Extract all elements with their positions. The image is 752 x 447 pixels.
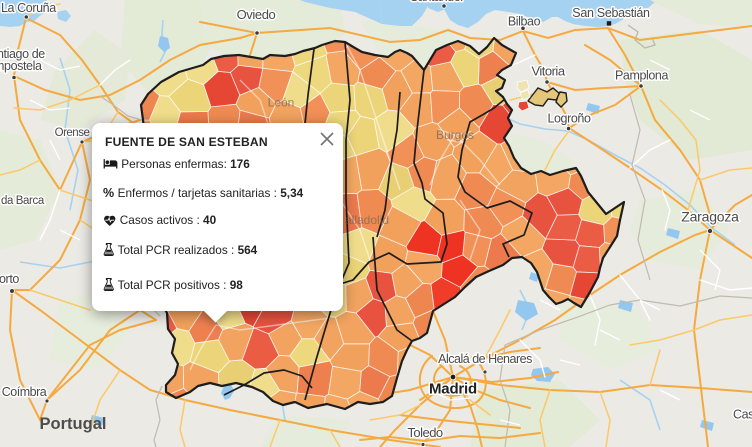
svg-text:León: León [268, 96, 295, 110]
svg-text:Toledo: Toledo [407, 425, 443, 440]
svg-text:Vitoria: Vitoria [531, 64, 565, 79]
svg-text:Santander: Santander [410, 0, 464, 4]
svg-text:Oviedo: Oviedo [237, 7, 276, 22]
svg-text:orto: orto [0, 272, 19, 286]
svg-text:Madrid: Madrid [429, 381, 477, 398]
svg-text:Bilbao: Bilbao [508, 15, 541, 29]
svg-text:Portugal: Portugal [40, 415, 107, 433]
svg-text:La Coruña: La Coruña [1, 1, 56, 15]
svg-text:Cas: Cas [733, 408, 752, 422]
svg-text:Orense: Orense [55, 127, 90, 139]
svg-text:San Sebastián: San Sebastián [572, 6, 650, 20]
svg-text:Coímbra: Coímbra [2, 385, 47, 399]
svg-text:Zaragoza: Zaragoza [681, 209, 739, 225]
svg-text:da Barca: da Barca [1, 195, 45, 207]
svg-text:Logroño: Logroño [547, 112, 591, 126]
svg-text:ntiago de: ntiago de [0, 47, 45, 61]
svg-text:Pamplona: Pamplona [615, 69, 669, 83]
svg-text:Burgos: Burgos [436, 128, 474, 142]
svg-text:mpostela: mpostela [0, 59, 42, 73]
svg-text:alladolid: alladolid [345, 213, 389, 227]
svg-text:Alcalá de Henares: Alcalá de Henares [438, 352, 532, 366]
